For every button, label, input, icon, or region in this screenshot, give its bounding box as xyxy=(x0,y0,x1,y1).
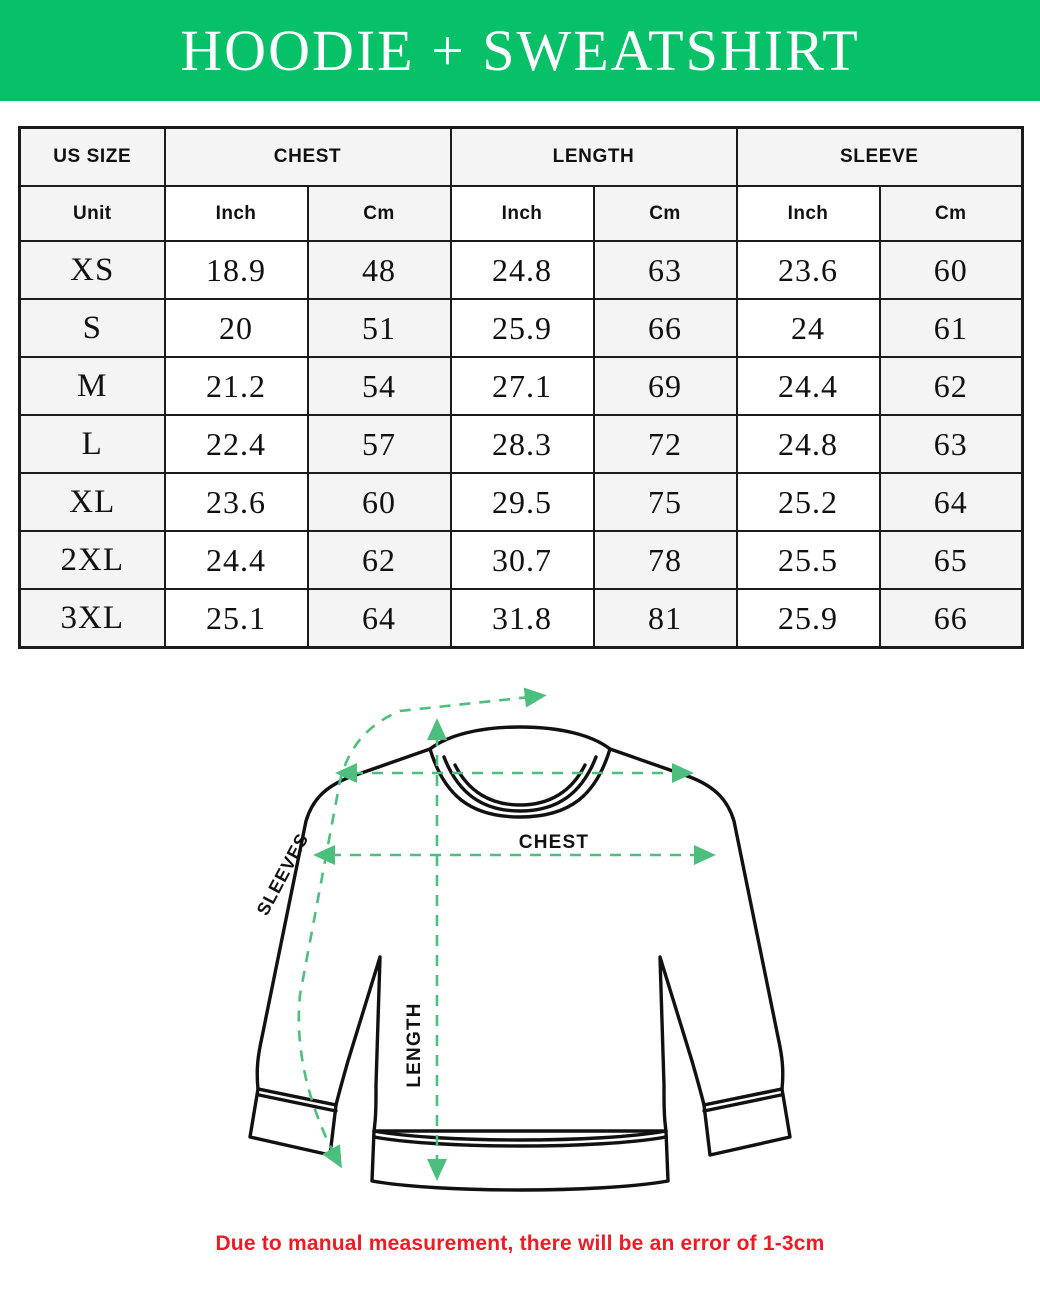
column-group-length: LENGTH xyxy=(449,126,738,187)
cell-size: XS xyxy=(18,240,166,300)
cell-sleeve-inch: 24.4 xyxy=(735,356,881,416)
unit-header-length-inch: Inch xyxy=(449,185,595,242)
cell-chest-cm: 54 xyxy=(306,356,452,416)
cell-chest-inch: 24.4 xyxy=(163,530,309,590)
cell-chest-inch: 20 xyxy=(163,298,309,358)
table-row: XS 18.9 48 24.8 63 23.6 60 xyxy=(18,240,1024,300)
cell-length-inch: 25.9 xyxy=(449,298,595,358)
cell-chest-cm: 64 xyxy=(306,588,452,649)
table-row: XL 23.6 60 29.5 75 25.2 64 xyxy=(18,472,1024,532)
cell-length-inch: 31.8 xyxy=(449,588,595,649)
cell-chest-inch: 22.4 xyxy=(163,414,309,474)
cell-sleeve-cm: 61 xyxy=(878,298,1024,358)
table-row: L 22.4 57 28.3 72 24.8 63 xyxy=(18,414,1024,474)
cell-sleeve-cm: 66 xyxy=(878,588,1024,649)
cell-sleeve-inch: 25.2 xyxy=(735,472,881,532)
right-cuff-inner-line xyxy=(702,1093,783,1113)
cell-length-cm: 78 xyxy=(592,530,738,590)
unit-header-unit: Unit xyxy=(18,185,166,242)
cell-chest-inch: 23.6 xyxy=(163,472,309,532)
cell-sleeve-inch: 24.8 xyxy=(735,414,881,474)
table-body: XS 18.9 48 24.8 63 23.6 60 S 20 51 25.9 … xyxy=(18,240,1024,649)
sleeve-measure-line xyxy=(297,687,547,1169)
cell-chest-cm: 51 xyxy=(306,298,452,358)
column-group-sleeve: SLEEVE xyxy=(735,126,1024,187)
cell-length-cm: 69 xyxy=(592,356,738,416)
sweatshirt-outline-group xyxy=(248,725,792,1192)
cell-size: M xyxy=(18,356,166,416)
table-row: 3XL 25.1 64 31.8 81 25.9 66 xyxy=(18,588,1024,649)
measurement-guides-group xyxy=(297,687,716,1181)
cell-chest-cm: 60 xyxy=(306,472,452,532)
cell-sleeve-cm: 65 xyxy=(878,530,1024,590)
unit-header-length-cm: Cm xyxy=(592,185,738,242)
column-group-us-size: US SIZE xyxy=(18,126,166,187)
table-unit-header-row: Unit Inch Cm Inch Cm Inch Cm xyxy=(18,185,1024,242)
size-chart-table: US SIZE CHEST LENGTH SLEEVE Unit Inch Cm… xyxy=(18,126,1025,649)
cell-length-inch: 28.3 xyxy=(449,414,595,474)
cell-length-cm: 66 xyxy=(592,298,738,358)
cell-chest-cm: 48 xyxy=(306,240,452,300)
cell-length-cm: 63 xyxy=(592,240,738,300)
cell-size: 3XL xyxy=(18,588,166,649)
cell-chest-inch: 25.1 xyxy=(163,588,309,649)
cell-length-cm: 75 xyxy=(592,472,738,532)
cell-chest-cm: 62 xyxy=(306,530,452,590)
unit-header-chest-inch: Inch xyxy=(163,185,309,242)
cell-length-cm: 72 xyxy=(592,414,738,474)
cell-chest-cm: 57 xyxy=(306,414,452,474)
measurement-diagram: CHEST LENGTH SLEEVES xyxy=(0,665,1040,1225)
cell-length-inch: 27.1 xyxy=(449,356,595,416)
unit-header-sleeve-inch: Inch xyxy=(735,185,881,242)
unit-header-sleeve-cm: Cm xyxy=(878,185,1024,242)
cell-size: XL xyxy=(18,472,166,532)
cell-size: L xyxy=(18,414,166,474)
cell-sleeve-cm: 60 xyxy=(878,240,1024,300)
cell-sleeve-inch: 23.6 xyxy=(735,240,881,300)
page-header-banner: HOODIE + SWEATSHIRT xyxy=(0,0,1040,101)
cell-sleeve-cm: 62 xyxy=(878,356,1024,416)
table-row: 2XL 24.4 62 30.7 78 25.5 65 xyxy=(18,530,1024,590)
cell-length-inch: 29.5 xyxy=(449,472,595,532)
cell-length-cm: 81 xyxy=(592,588,738,649)
cell-sleeve-inch: 24 xyxy=(735,298,881,358)
table-row: S 20 51 25.9 66 24 61 xyxy=(18,298,1024,358)
cell-sleeve-inch: 25.9 xyxy=(735,588,881,649)
column-group-chest: CHEST xyxy=(163,126,452,187)
measurement-disclaimer: Due to manual measurement, there will be… xyxy=(215,1232,825,1255)
size-chart-table-wrapper: US SIZE CHEST LENGTH SLEEVE Unit Inch Cm… xyxy=(18,126,1025,649)
cell-length-inch: 30.7 xyxy=(449,530,595,590)
cell-chest-inch: 21.2 xyxy=(163,356,309,416)
diagram-label-length: LENGTH xyxy=(404,1002,425,1087)
diagram-label-chest: CHEST xyxy=(519,832,589,853)
page-title: HOODIE + SWEATSHIRT xyxy=(180,17,860,83)
cell-length-inch: 24.8 xyxy=(449,240,595,300)
cell-size: 2XL xyxy=(18,530,166,590)
unit-header-chest-cm: Cm xyxy=(306,185,452,242)
cell-chest-inch: 18.9 xyxy=(163,240,309,300)
table-row: M 21.2 54 27.1 69 24.4 62 xyxy=(18,356,1024,416)
cell-sleeve-cm: 64 xyxy=(878,472,1024,532)
sweatshirt-body-outline xyxy=(255,725,785,1133)
cell-sleeve-inch: 25.5 xyxy=(735,530,881,590)
cell-sleeve-cm: 63 xyxy=(878,414,1024,474)
bottom-hem-band xyxy=(370,1129,670,1192)
cell-size: S xyxy=(18,298,166,358)
table-group-header-row: US SIZE CHEST LENGTH SLEEVE xyxy=(18,126,1024,187)
